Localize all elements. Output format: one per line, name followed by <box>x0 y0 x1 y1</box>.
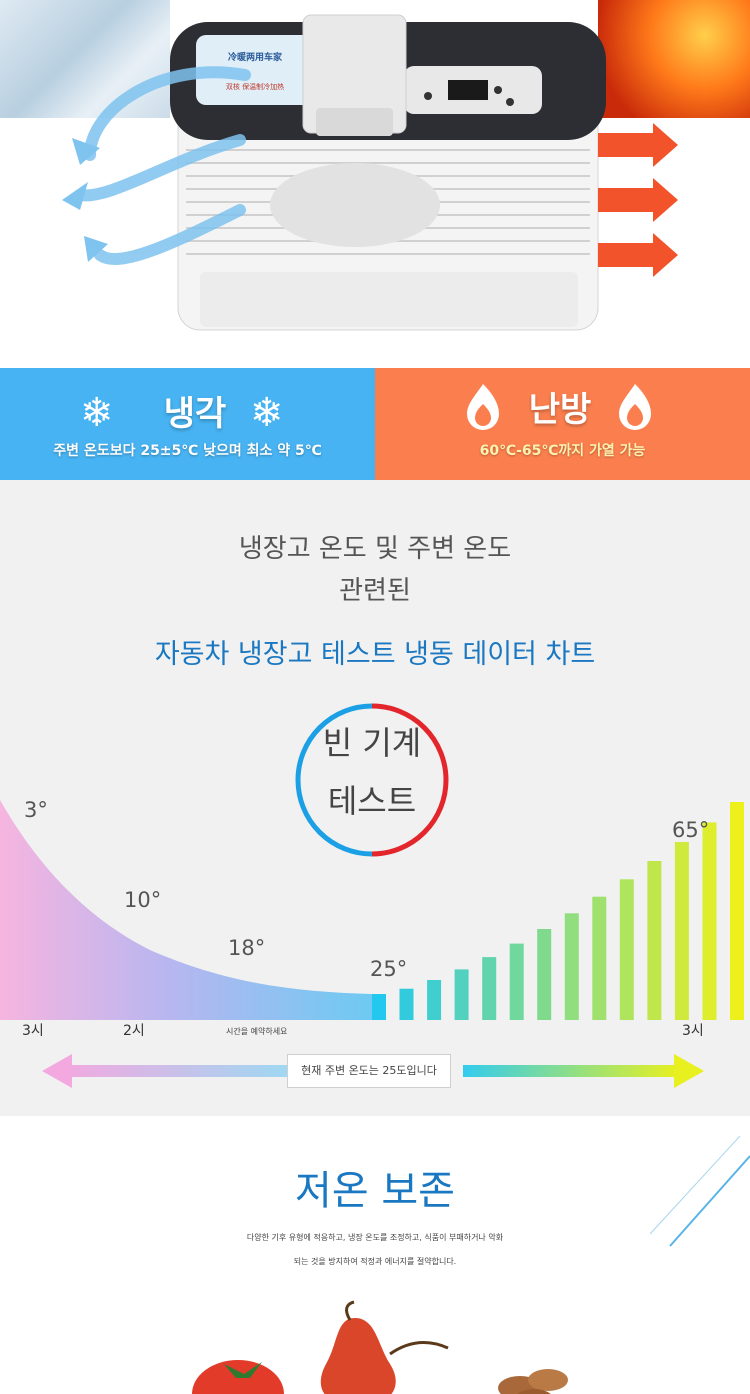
heating-bar <box>454 969 469 1020</box>
chart-section: 냉장고 온도 및 주변 온도 관련된 자동차 냉장고 테스트 냉동 데이터 차트 <box>0 480 750 1116</box>
lid-label: 冷暖两用车家 <box>227 53 282 63</box>
preservation-section: 저온 보존 다양한 기후 유형에 적응하고, 냉장 온도를 조정하고, 식품이 … <box>0 1116 750 1394</box>
point-label-10: 10° <box>124 888 162 912</box>
heating-bar <box>537 929 552 1020</box>
badge-arc-red <box>371 703 449 857</box>
badge-line1: 빈 기계 <box>322 724 422 762</box>
preservation-desc-line1: 다양한 기후 유형에 적응하고, 냉장 온도를 조정하고, 식품이 부패하거나 … <box>246 1233 504 1242</box>
cooling-area <box>0 800 372 1020</box>
heating-title: 난방 <box>528 390 592 430</box>
cooling-band: ❄ ❄ 냉각 주변 온도보다 25±5℃ 낮으며 최소 약 5℃ <box>0 368 375 480</box>
point-label-25: 25° <box>370 957 408 981</box>
snowflake-icon: ❄ <box>250 390 284 436</box>
heating-bar <box>482 957 497 1020</box>
preservation-desc-line2: 되는 것을 방지하여 적정과 에너지를 절약합니다. <box>293 1257 457 1266</box>
heating-band: 난방 60℃-65℃까지 가열 가능 <box>375 368 750 480</box>
fridge-illustration <box>62 14 678 331</box>
ice-background <box>0 0 170 118</box>
heating-bar <box>564 913 579 1020</box>
heating-bar <box>427 980 442 1020</box>
preservation-title: 저온 보존 <box>295 1168 455 1214</box>
point-label-65: 65° <box>672 818 710 842</box>
heating-desc: 60℃-65℃까지 가열 가능 <box>479 443 646 459</box>
arrow-left-icon <box>42 1054 72 1088</box>
temperature-chart <box>0 703 744 1088</box>
heating-bar <box>702 822 717 1020</box>
decorative-lines <box>649 1135 750 1247</box>
chart-heading-line2: 관련된 <box>339 576 411 606</box>
flame-icon <box>467 384 499 430</box>
chart-heading-line1: 냉장고 온도 및 주변 온도 <box>238 534 512 564</box>
point-label-3: 3° <box>24 798 48 822</box>
ambient-temperature-note: 현재 주변 온도는 25도입니다 <box>287 1054 451 1088</box>
heating-bar <box>730 802 744 1020</box>
badge-arc-blue <box>295 703 373 857</box>
time-label-right: 3시 <box>682 1023 704 1039</box>
heating-bar <box>674 842 689 1020</box>
arrow-right-icon <box>674 1054 704 1088</box>
point-label-18: 18° <box>228 936 266 960</box>
heating-bar <box>399 988 414 1020</box>
snowflake-icon: ❄ <box>80 390 114 436</box>
small-note: 시간을 예약하세요 <box>226 1027 288 1036</box>
heating-bar <box>619 879 634 1020</box>
heating-bar <box>647 861 662 1020</box>
cooling-title: 냉각 <box>163 394 227 434</box>
food-illustration <box>192 1300 568 1394</box>
lid-sublabel: 双核 保温制冷加热 <box>225 83 285 91</box>
flame-icon <box>619 384 651 430</box>
heating-bar <box>592 896 607 1020</box>
heating-bar <box>509 943 524 1020</box>
fire-background <box>598 0 750 118</box>
time-label-mid: 2시 <box>123 1023 145 1039</box>
cooling-desc: 주변 온도보다 25±5℃ 낮으며 최소 약 5℃ <box>53 443 322 459</box>
pear-icon <box>320 1318 396 1394</box>
product-hero: 冷暖两用车家 双核 保温制冷加热 <box>0 0 750 368</box>
heating-bar <box>372 994 386 1020</box>
badge-line2: 테스트 <box>327 782 417 820</box>
time-label-left: 3시 <box>22 1023 44 1039</box>
chart-heading-blue: 자동차 냉장고 테스트 냉동 데이터 차트 <box>154 639 596 670</box>
